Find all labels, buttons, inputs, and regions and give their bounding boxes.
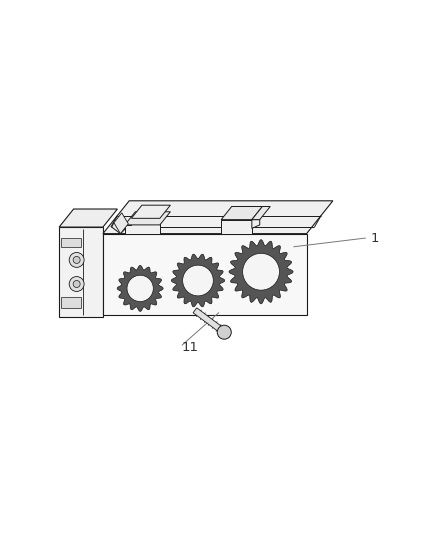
Polygon shape bbox=[221, 206, 262, 220]
Circle shape bbox=[73, 280, 80, 287]
Polygon shape bbox=[103, 233, 307, 314]
Polygon shape bbox=[252, 206, 270, 220]
Polygon shape bbox=[221, 220, 252, 233]
Polygon shape bbox=[125, 219, 160, 233]
Circle shape bbox=[127, 275, 153, 302]
Circle shape bbox=[69, 253, 84, 268]
Polygon shape bbox=[125, 212, 170, 225]
Polygon shape bbox=[117, 265, 163, 311]
Polygon shape bbox=[59, 227, 103, 317]
Polygon shape bbox=[103, 201, 333, 233]
Circle shape bbox=[217, 325, 231, 339]
Polygon shape bbox=[112, 223, 125, 233]
Polygon shape bbox=[61, 238, 81, 247]
Text: 11: 11 bbox=[182, 341, 199, 354]
Polygon shape bbox=[229, 240, 293, 304]
Polygon shape bbox=[131, 205, 170, 219]
Circle shape bbox=[69, 277, 84, 292]
Polygon shape bbox=[59, 209, 117, 227]
Polygon shape bbox=[114, 213, 128, 233]
Polygon shape bbox=[252, 220, 260, 229]
Polygon shape bbox=[171, 254, 225, 307]
Circle shape bbox=[243, 253, 279, 290]
Circle shape bbox=[73, 256, 80, 263]
Polygon shape bbox=[193, 308, 224, 333]
Text: 1: 1 bbox=[370, 231, 378, 245]
Polygon shape bbox=[61, 297, 81, 308]
Circle shape bbox=[183, 265, 213, 296]
